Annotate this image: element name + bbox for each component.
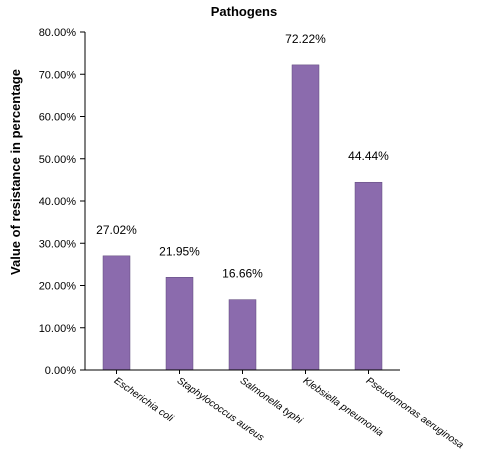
x-tick-label: Pseudomonas aeruginosa [364,375,466,451]
x-tick-label: Escherichia coli [112,375,176,424]
data-label: 27.02% [96,223,137,237]
y-axis-label: Value of resistance in percentage [8,69,23,275]
bars [102,64,383,371]
y-tick-label: 50.00% [39,154,77,166]
y-axis-ticks: 0.00% 10.00% 20.00% 30.00% 40.00% 50.00% 60.00… [39,27,85,377]
x-axis-categories: Escherichia coli Staphylococcus aureusSal… [112,370,466,451]
data-label: 72.22% [285,32,326,46]
y-tick-label: 60.00% [39,112,77,124]
bar [102,255,131,371]
chart-title: Pathogens [211,4,277,19]
bar [228,299,257,371]
y-tick-label: 40.00% [39,196,77,208]
y-tick-label: 0.00% [45,365,76,377]
bar [354,181,383,371]
bar [165,277,194,371]
data-label: 21.95% [159,244,200,258]
data-labels: 27.02% 21.95% 16.66% 72.22% 44.44% [96,32,389,281]
y-tick-label: 80.00% [39,27,77,39]
data-label: 44.44% [348,149,389,163]
y-tick-label: 30.00% [39,238,77,250]
y-tick-label: 70.00% [39,69,77,81]
bar [291,64,320,371]
x-tick-label: Salmonella typhi [238,375,305,427]
y-tick-label: 10.00% [39,323,77,335]
y-tick-label: 20.00% [39,281,77,293]
data-label: 16.66% [222,267,263,281]
